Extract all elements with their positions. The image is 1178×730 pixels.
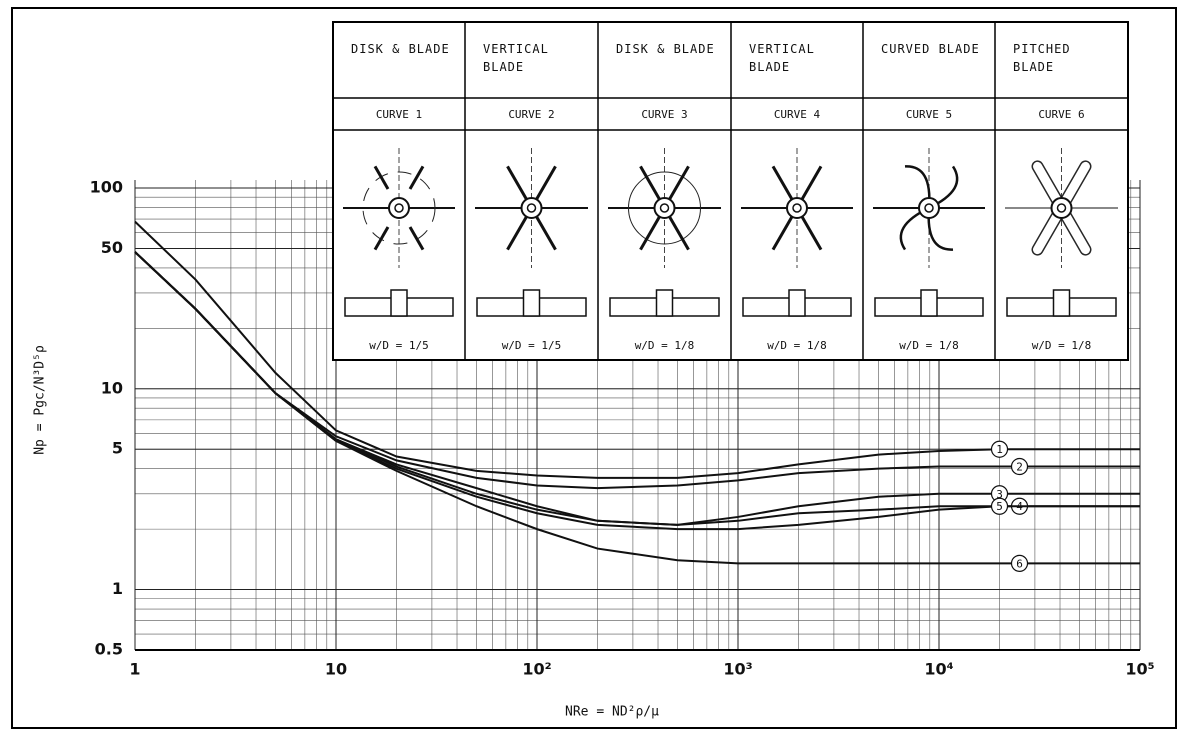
impeller-table: DISK & BLADE CURVE 1 w/D = 1/5 VERTICAL BLA… [333,22,1128,360]
y-tick-label: 1 [112,579,123,598]
icon [919,198,939,218]
y-tick-label: 0.5 [95,640,123,659]
curve-label: CURVE 5 [906,108,952,121]
y-axis-label: Np = Pgc/N³D⁵ρ [33,345,48,455]
impeller-type: VERTICAL BLADE [749,40,851,76]
icon [789,290,805,316]
x-tick-label: 1 [129,660,140,679]
ratio-label: w/D = 1/8 [635,339,695,352]
y-tick-label: 5 [112,439,123,458]
curve-tag: 2 [1016,461,1023,474]
y-tick-label: 100 [90,178,123,197]
cell: CURVED BLADE [881,40,983,90]
icon [522,198,542,218]
impeller-type: DISK & BLADE [351,40,453,58]
ratio-label: w/D = 1/5 [502,339,562,352]
curve-label: CURVE 2 [508,108,554,121]
x-tick-label: 10⁴ [924,660,953,679]
impeller-type: VERTICAL BLADE [483,40,586,76]
curve-label: CURVE 6 [1038,108,1084,121]
curve-label: CURVE 4 [774,108,821,121]
ratio-label: w/D = 1/8 [767,339,827,352]
icon [524,290,540,316]
impeller-type: CURVED BLADE [881,40,983,58]
curve-label: CURVE 1 [376,108,422,121]
chart: 1 10 10² 10³ 10⁴ 10⁵ 0.5 1 5 10 50 100 DISK & BLADE… [0,0,1178,730]
x-axis-label: NRe = ND²ρ/μ [565,705,659,720]
x-tick-label: 10² [522,660,551,679]
icon [921,290,937,316]
icon [391,290,407,316]
x-tick-label: 10⁵ [1125,660,1154,679]
ratio-label: w/D = 1/5 [369,339,429,352]
icon [1052,198,1072,218]
curve-tag: 5 [996,500,1003,513]
icon [655,198,675,218]
y-tick-label: 50 [101,238,123,257]
ratio-label: w/D = 1/8 [1032,339,1092,352]
icon [657,290,673,316]
y-tick-label: 10 [101,378,123,397]
icon [389,198,409,218]
impeller-type: DISK & BLADE [616,40,719,58]
icon [1054,290,1070,316]
x-tick-label: 10³ [723,660,752,679]
cell: PITCHED BLADE [1013,40,1116,90]
cell: DISK & BLADE [616,40,719,90]
impeller-type: PITCHED BLADE [1013,40,1116,76]
cell: VERTICAL BLADE [749,40,851,90]
ratio-label: w/D = 1/8 [899,339,959,352]
x-tick-label: 10 [325,660,347,679]
curve-tag: 1 [996,443,1003,456]
icon [787,198,807,218]
cell: VERTICAL BLADE [483,40,586,90]
curve-tag: 6 [1016,557,1023,570]
cell: DISK & BLADE [351,40,453,90]
curve-label: CURVE 3 [641,108,687,121]
